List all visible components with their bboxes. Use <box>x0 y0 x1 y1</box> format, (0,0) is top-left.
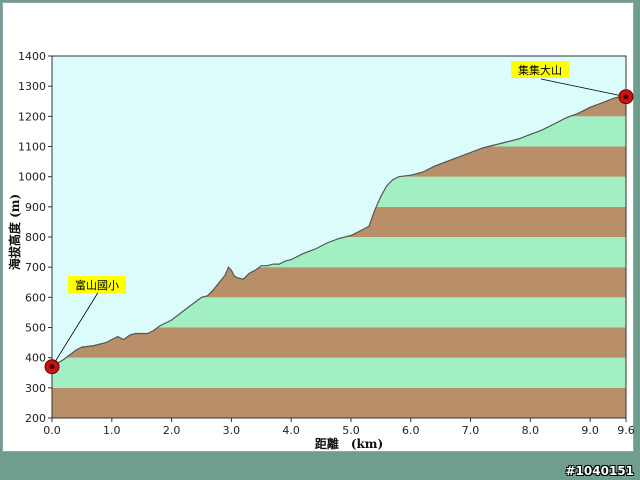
x-tick-label: 8.0 <box>522 424 540 437</box>
x-tick-label: 6.0 <box>402 424 420 437</box>
elevation-band <box>52 357 626 388</box>
axes: 200 300 400 500 600 700 800 900 1000 1100 1200 1300… <box>7 50 635 451</box>
x-tick-label: 7.0 <box>462 424 480 437</box>
chart-frame: 200 300 400 500 600 700 800 900 1000 1100 1200 1300… <box>2 2 635 452</box>
y-tick-label: 1400 <box>18 50 46 63</box>
callout-box <box>68 276 126 293</box>
x-tick-label: 0.0 <box>43 424 61 437</box>
annotations: 富山國小 集集大山 <box>44 61 634 375</box>
x-tick-label: 1.0 <box>103 424 121 437</box>
start-marker <box>44 359 60 375</box>
y-tick-label: 1000 <box>18 171 46 184</box>
x-tick-label: 2.0 <box>163 424 181 437</box>
y-tick-label: 1300 <box>18 80 46 93</box>
x-tick-label: 4.0 <box>282 424 300 437</box>
callout-label: 富山國小 <box>75 278 119 292</box>
elevation-chart: 200 300 400 500 600 700 800 900 1000 1100 1200 1300… <box>7 50 635 451</box>
callout-leader <box>51 290 100 367</box>
callout-box <box>511 61 569 78</box>
x-tick-label: 9.0 <box>581 424 599 437</box>
elevation-profile-line <box>51 96 626 368</box>
end-marker <box>618 89 634 105</box>
elevation-band <box>52 387 626 418</box>
y-tick-label: 600 <box>25 291 46 304</box>
callout-leader <box>540 78 627 98</box>
start-marker-center <box>49 364 55 370</box>
end-marker-center <box>623 94 629 100</box>
y-tick-label: 200 <box>25 412 46 425</box>
elevation-bands <box>52 56 626 418</box>
y-tick-label: 300 <box>25 382 46 395</box>
x-tick-label: 9.6 <box>617 424 635 437</box>
x-tick-label: 5.0 <box>342 424 360 437</box>
watermark-id: #1040151 <box>565 464 634 478</box>
y-tick-label: 1200 <box>18 110 46 123</box>
plot-area <box>51 96 626 368</box>
x-tick-label: 3.0 <box>223 424 241 437</box>
y-tick-label: 500 <box>25 322 46 335</box>
y-tick-label: 400 <box>25 352 46 365</box>
y-tick-label: 800 <box>25 231 46 244</box>
y-tick-label: 700 <box>25 261 46 274</box>
x-axis-title: 距離 (km) <box>315 436 383 451</box>
y-tick-label: 1100 <box>18 141 46 154</box>
y-axis-title: 海拔高度 (m) <box>7 194 22 270</box>
y-tick-label: 900 <box>25 201 46 214</box>
callout-label: 集集大山 <box>518 63 562 77</box>
